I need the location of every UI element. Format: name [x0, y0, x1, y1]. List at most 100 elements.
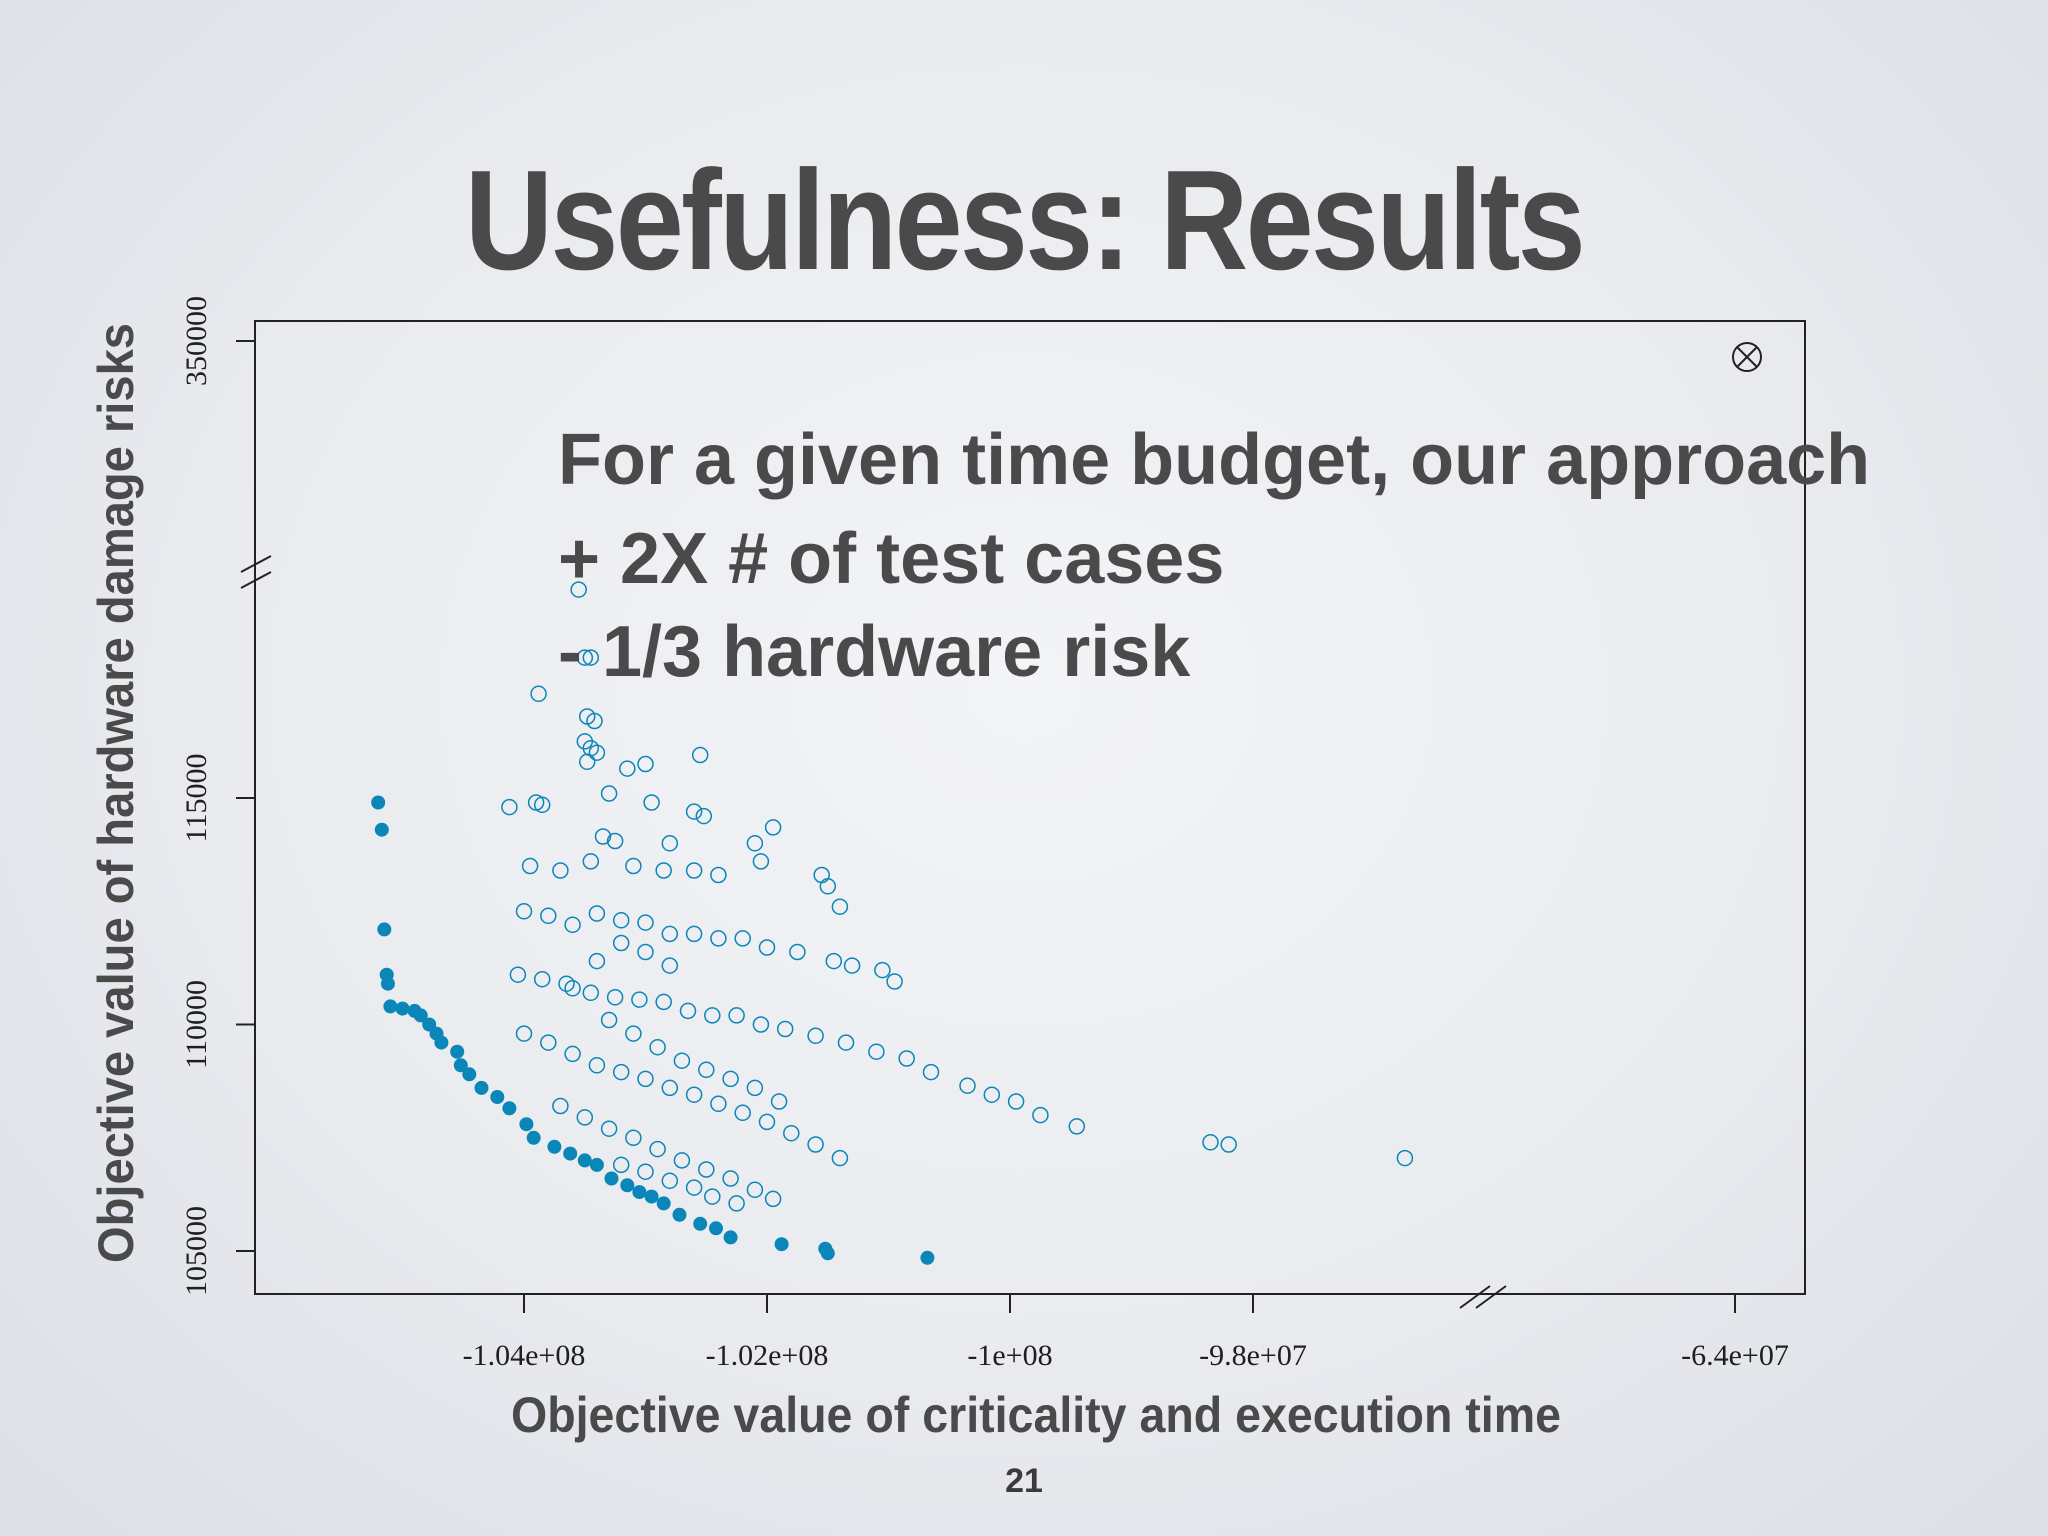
- open-data-point: [886, 973, 903, 990]
- open-data-point: [552, 1097, 569, 1115]
- open-data-point: [831, 898, 849, 915]
- open-data-point: [1396, 1149, 1414, 1167]
- open-data-point: [1220, 1136, 1237, 1153]
- open-data-point: [661, 1172, 679, 1190]
- filled-data-point: [462, 1067, 477, 1082]
- open-data-point: [685, 1086, 703, 1103]
- filled-data-point: [474, 1080, 489, 1095]
- open-data-point: [612, 1063, 630, 1081]
- open-data-point: [831, 1149, 849, 1167]
- filled-data-point: [383, 999, 398, 1014]
- filled-data-point: [820, 1246, 835, 1261]
- open-data-point: [710, 930, 727, 947]
- open-data-point: [625, 1129, 642, 1147]
- open-data-point: [594, 828, 612, 845]
- y-tick-label: 115000: [180, 754, 213, 843]
- open-data-point: [868, 1043, 885, 1060]
- open-data-point: [564, 916, 581, 934]
- filled-data-point: [920, 1250, 935, 1265]
- open-data-point: [685, 862, 703, 879]
- open-data-point: [728, 1195, 745, 1212]
- x-tick-label: -1e+08: [967, 1339, 1052, 1372]
- open-data-point: [515, 903, 533, 920]
- open-data-point: [588, 744, 606, 761]
- callout-line-2: + 2X # of test cases: [558, 519, 1224, 599]
- open-data-point: [698, 1061, 715, 1079]
- callout-line-1: For a given time budget, our approach: [558, 420, 1870, 500]
- filled-data-point: [644, 1189, 659, 1204]
- open-data-point: [570, 581, 587, 598]
- open-data-point: [695, 807, 713, 825]
- open-data-point: [637, 1070, 654, 1088]
- filled-data-point: [723, 1230, 738, 1245]
- plot-frame: [254, 320, 1806, 1295]
- open-data-point: [509, 966, 527, 983]
- filled-data-point: [374, 822, 389, 837]
- filled-data-point: [577, 1153, 592, 1168]
- open-data-point: [540, 907, 557, 925]
- open-data-point: [661, 925, 679, 943]
- filled-data-point: [526, 1130, 541, 1145]
- open-data-point: [983, 1086, 1001, 1103]
- open-data-point: [533, 970, 551, 988]
- open-data-point: [789, 943, 806, 961]
- filled-data-point: [632, 1185, 647, 1200]
- filled-data-point: [377, 922, 392, 937]
- open-data-point: [843, 957, 861, 974]
- filled-data-point: [547, 1139, 562, 1154]
- open-data-point: [698, 1161, 715, 1178]
- filled-data-point: [502, 1101, 517, 1116]
- open-data-point: [600, 1120, 618, 1137]
- open-data-point: [734, 930, 751, 947]
- y-axis-break-mark: [240, 571, 272, 589]
- open-data-point: [600, 1011, 618, 1029]
- y-axis-break-mark: [240, 555, 272, 573]
- open-data-point: [649, 1140, 666, 1158]
- filled-data-point: [774, 1237, 789, 1252]
- open-data-point: [752, 853, 770, 870]
- open-data-point: [685, 1179, 703, 1196]
- filled-data-point: [371, 795, 386, 810]
- open-data-point: [564, 1045, 581, 1063]
- x-axis-ticks: -1.04e+08 -1.02e+08 -1e+08 -9.8e+07 -6.4e+07: [463, 1294, 1789, 1372]
- open-data-point: [637, 943, 654, 961]
- open-data-point: [783, 1124, 800, 1142]
- open-data-point: [746, 1181, 764, 1199]
- open-data-point: [728, 1007, 745, 1024]
- open-data-point: [691, 746, 709, 764]
- y-tick-label: 110000: [180, 980, 213, 1069]
- open-data-point: [722, 1170, 739, 1187]
- open-data-point: [679, 1002, 697, 1020]
- filled-data-point: [656, 1196, 671, 1211]
- open-data-point: [898, 1050, 915, 1067]
- open-data-point: [578, 753, 596, 771]
- filled-data-point: [672, 1207, 687, 1222]
- filled-data-point: [490, 1090, 505, 1104]
- open-data-point: [515, 1025, 533, 1042]
- open-data-point: [1007, 1093, 1025, 1110]
- x-tick-label: -1.02e+08: [706, 1339, 829, 1372]
- filled-data-point: [620, 1178, 635, 1193]
- filled-data-point: [589, 1157, 604, 1172]
- filled-data-point: [413, 1008, 428, 1023]
- open-data-point: [612, 1156, 630, 1174]
- open-data-point: [582, 649, 600, 666]
- open-data-point: [521, 857, 539, 875]
- filled-data-point: [450, 1044, 465, 1059]
- filled-data-point: [395, 1001, 410, 1016]
- open-data-point: [807, 1027, 824, 1045]
- open-data-point: [764, 819, 782, 836]
- y-axis-title: Objective value of hardware damage risks: [88, 323, 144, 1263]
- filled-data-point: [434, 1035, 449, 1050]
- open-data-point: [710, 1095, 727, 1113]
- open-data-point: [606, 832, 624, 850]
- open-data-point: [588, 952, 606, 970]
- open-data-point: [661, 835, 679, 852]
- x-axis-title: Objective value of criticality and execu…: [511, 1387, 1561, 1443]
- open-data-point: [734, 1104, 751, 1122]
- x-axis-break-mark: [1459, 1285, 1491, 1309]
- open-data-point: [558, 975, 575, 992]
- open-data-point: [1202, 1134, 1219, 1151]
- open-data-point: [819, 878, 837, 895]
